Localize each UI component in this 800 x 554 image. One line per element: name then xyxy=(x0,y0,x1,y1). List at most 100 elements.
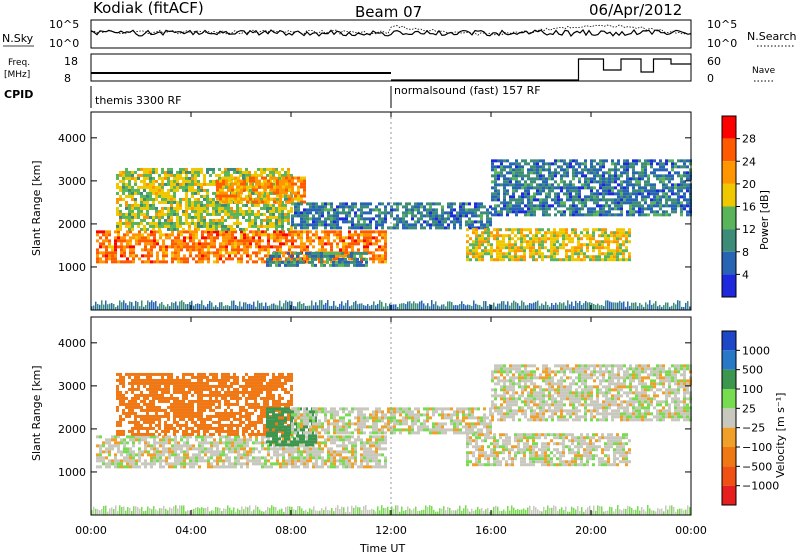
heatmap-cell xyxy=(177,245,180,249)
heatmap-cell xyxy=(542,201,545,205)
heatmap-cell xyxy=(273,200,276,204)
heatmap-cell xyxy=(515,171,518,175)
heatmap-cell xyxy=(628,252,631,256)
heatmap-cell xyxy=(248,218,251,222)
heatmap-cell xyxy=(566,162,569,166)
heatmap-cell xyxy=(475,234,478,238)
heatmap-cell xyxy=(563,192,566,196)
heatmap-cell xyxy=(432,220,435,224)
heatmap-cell xyxy=(143,167,146,171)
heatmap-cell xyxy=(490,252,493,256)
heatmap-cell xyxy=(227,167,230,171)
heatmap-cell xyxy=(150,251,153,255)
heatmap-cell xyxy=(333,462,336,466)
heatmap-cell xyxy=(556,231,559,235)
heatmap-cell xyxy=(167,194,170,198)
heatmap-cell xyxy=(161,221,164,225)
heatmap-cell xyxy=(224,170,227,174)
heatmap-cell xyxy=(384,435,387,439)
heatmap-cell xyxy=(622,252,625,256)
heatmap-cell xyxy=(122,384,125,388)
heatmap-cell xyxy=(140,173,143,177)
heatmap-cell xyxy=(105,233,108,237)
heatmap-cell xyxy=(563,180,566,184)
heatmap-cell xyxy=(297,208,300,212)
heatmap-cell xyxy=(324,208,327,212)
heatmap-cell xyxy=(638,180,641,184)
heatmap-cell xyxy=(294,211,297,215)
heatmap-cell xyxy=(282,447,285,451)
heatmap-cell xyxy=(429,214,432,218)
heatmap-cell xyxy=(475,228,478,232)
heatmap-cell xyxy=(114,245,117,249)
ground-scatter-cell xyxy=(601,304,603,310)
heatmap-cell xyxy=(632,198,635,202)
heatmap-cell xyxy=(231,251,234,255)
heatmap-cell xyxy=(131,197,134,201)
heatmap-cell xyxy=(560,180,563,184)
heatmap-cell xyxy=(554,213,557,217)
heatmap-cell xyxy=(146,197,149,201)
heatmap-cell xyxy=(360,214,363,218)
heatmap-cell xyxy=(393,202,396,206)
heatmap-cell xyxy=(137,167,140,171)
heatmap-cell xyxy=(366,465,369,469)
heatmap-cell xyxy=(231,242,234,246)
heatmap-cell xyxy=(257,212,260,216)
heatmap-cell xyxy=(529,255,532,259)
heatmap-cell xyxy=(620,189,623,193)
heatmap-cell xyxy=(201,444,204,448)
heatmap-cell xyxy=(641,186,644,190)
heatmap-cell xyxy=(255,254,258,258)
heatmap-cell xyxy=(462,208,465,212)
heatmap-cell xyxy=(548,192,551,196)
heatmap-cell xyxy=(650,207,653,211)
heatmap-cell xyxy=(342,441,345,445)
heatmap-cell xyxy=(134,203,137,207)
heatmap-cell xyxy=(126,456,129,460)
heatmap-cell xyxy=(297,205,300,209)
heatmap-cell xyxy=(348,465,351,469)
heatmap-cell xyxy=(581,186,584,190)
heatmap-cell xyxy=(180,447,183,451)
heatmap-cell xyxy=(251,182,254,186)
ground-scatter-cell xyxy=(407,301,409,310)
heatmap-cell xyxy=(683,186,686,190)
heatmap-cell xyxy=(258,185,261,189)
heatmap-cell xyxy=(168,462,171,466)
heatmap-cell xyxy=(610,249,613,253)
heatmap-cell xyxy=(372,260,375,264)
heatmap-cell xyxy=(171,233,174,237)
heatmap-cell xyxy=(345,217,348,221)
heatmap-cell xyxy=(183,459,186,463)
heatmap-cell xyxy=(647,192,650,196)
freq-strip-frame xyxy=(90,53,692,82)
heatmap-cell xyxy=(312,220,315,224)
heatmap-cell xyxy=(515,189,518,193)
heatmap-cell xyxy=(108,245,111,249)
heatmap-cell xyxy=(161,167,164,171)
heatmap-cell xyxy=(683,195,686,199)
heatmap-cell xyxy=(176,206,179,210)
heatmap-cell xyxy=(589,258,592,262)
heatmap-cell xyxy=(665,204,668,208)
heatmap-cell xyxy=(620,207,623,211)
heatmap-cell xyxy=(164,194,167,198)
heatmap-cell xyxy=(402,217,405,221)
heatmap-cell xyxy=(306,245,309,249)
heatmap-cell xyxy=(598,228,601,232)
heatmap-cell xyxy=(140,185,143,189)
heatmap-cell xyxy=(252,260,255,264)
heatmap-cell xyxy=(324,444,327,448)
heatmap-cell xyxy=(390,214,393,218)
heatmap-cell xyxy=(162,251,165,255)
heatmap-cell xyxy=(144,450,147,454)
heatmap-cell xyxy=(662,204,665,208)
ground-scatter-cell xyxy=(389,303,391,310)
heatmap-cell xyxy=(131,221,134,225)
heatmap-cell xyxy=(195,447,198,451)
heatmap-cell xyxy=(521,207,524,211)
heatmap-cell xyxy=(529,249,532,253)
heatmap-cell xyxy=(252,230,255,234)
ground-scatter-cell xyxy=(589,302,591,310)
